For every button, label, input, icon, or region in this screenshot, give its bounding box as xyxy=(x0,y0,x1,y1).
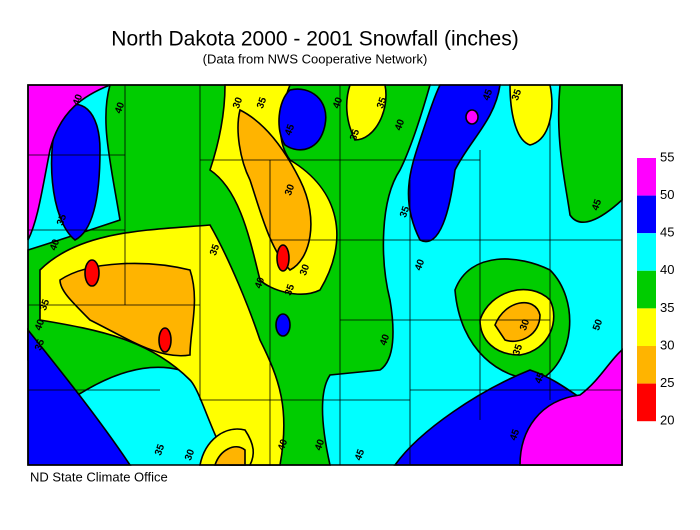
contour-label: 45 xyxy=(508,428,522,443)
contour-label: 45 xyxy=(481,88,495,103)
zone xyxy=(509,84,553,146)
legend-label: 55 xyxy=(660,149,674,164)
zone xyxy=(84,259,100,287)
zone xyxy=(50,103,101,241)
contour-label: 40 xyxy=(313,438,327,453)
zone xyxy=(158,327,172,353)
contour-label: 35 xyxy=(153,443,167,458)
legend-label: 50 xyxy=(660,187,674,202)
contour-label: 40 xyxy=(378,333,392,348)
contour-label: 30 xyxy=(298,263,312,278)
legend-swatch xyxy=(637,195,656,234)
legend-label: 30 xyxy=(660,337,674,352)
zone xyxy=(557,84,623,224)
legend-swatch xyxy=(637,346,656,384)
legend-swatch xyxy=(637,383,656,422)
legend-label: 35 xyxy=(660,300,674,315)
contour-label: 35 xyxy=(398,205,412,220)
contour-label: 50 xyxy=(591,318,605,333)
legend-label: 40 xyxy=(660,262,674,277)
contour-label: 40 xyxy=(393,118,407,133)
zone xyxy=(278,88,327,151)
contour-label: 35 xyxy=(255,96,269,111)
county-lines xyxy=(28,85,622,465)
zone xyxy=(345,84,387,141)
legend-swatch xyxy=(637,158,656,196)
map-subtitle: (Data from NWS Cooperative Network) xyxy=(203,51,428,66)
contour-label: 35 xyxy=(38,298,52,313)
zone xyxy=(237,108,312,271)
legend-swatch xyxy=(637,270,656,309)
legend-label: 20 xyxy=(660,413,674,428)
contour-label: 35 xyxy=(348,128,362,143)
contour-label: 40 xyxy=(331,96,345,111)
legend-label: 25 xyxy=(660,375,674,390)
zone xyxy=(27,84,111,241)
zone xyxy=(407,84,501,243)
contour-label: 40 xyxy=(413,258,427,273)
legend-label: 45 xyxy=(660,225,674,240)
legend-swatch xyxy=(637,308,656,346)
contour-label: 30 xyxy=(183,448,197,463)
contour-label: 45 xyxy=(283,123,297,138)
contour-label: 35 xyxy=(375,96,389,111)
contour-label: 40 xyxy=(48,238,62,253)
map-border xyxy=(27,84,623,466)
credit: ND State Climate Office xyxy=(30,469,168,484)
contour-label: 35 xyxy=(33,338,47,353)
zone xyxy=(213,446,246,466)
contour-label: 30 xyxy=(283,183,297,198)
contour-label: 35 xyxy=(511,343,525,358)
contour-label: 35 xyxy=(283,283,297,298)
contour-label: 30 xyxy=(518,318,532,333)
contour-label: 35 xyxy=(208,243,222,258)
legend: 55 50 45 40 35 30 25 20 xyxy=(637,149,674,428)
contour-label: 40 xyxy=(253,276,267,291)
contour-label: 35 xyxy=(510,88,524,103)
zone xyxy=(465,109,479,125)
contour-label: 30 xyxy=(231,96,245,111)
contour-label: 45 xyxy=(533,371,547,386)
contour-label: 40 xyxy=(71,93,85,108)
map-title: North Dakota 2000 - 2001 Snowfall (inche… xyxy=(111,28,518,51)
zone xyxy=(519,348,623,466)
legend-swatch xyxy=(637,233,656,271)
zone xyxy=(494,301,541,342)
contour-label: 45 xyxy=(353,448,367,463)
contour-label: 35 xyxy=(55,213,69,228)
contour-label: 45 xyxy=(590,198,604,213)
zone xyxy=(275,313,291,337)
snowfall-map xyxy=(27,84,623,466)
contour-label: 40 xyxy=(33,318,47,333)
contour-label: 40 xyxy=(113,101,127,116)
contour-label: 40 xyxy=(276,438,290,453)
zone xyxy=(276,244,290,272)
